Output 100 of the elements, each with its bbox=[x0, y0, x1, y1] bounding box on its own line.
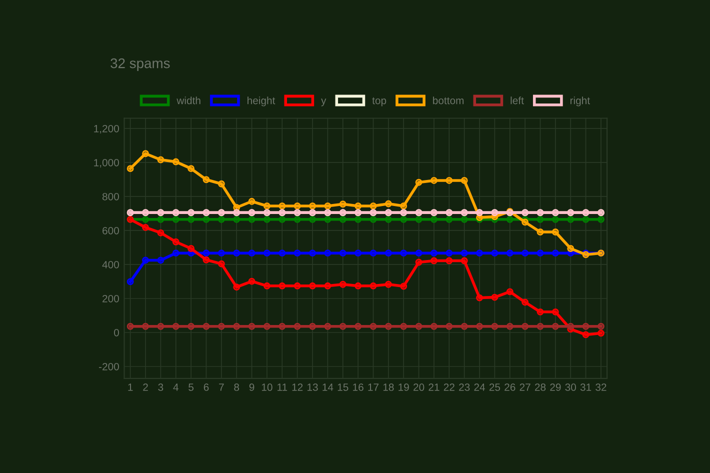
x-tick-label: 15 bbox=[338, 384, 348, 391]
point bbox=[157, 322, 164, 330]
point bbox=[188, 245, 195, 252]
point bbox=[384, 200, 392, 208]
point bbox=[339, 250, 346, 257]
point bbox=[142, 216, 149, 223]
point bbox=[324, 282, 332, 290]
point bbox=[324, 202, 332, 210]
point bbox=[598, 330, 604, 337]
point bbox=[446, 322, 453, 330]
point bbox=[476, 294, 483, 302]
point bbox=[354, 216, 362, 223]
point bbox=[430, 177, 438, 184]
point bbox=[202, 176, 210, 184]
point bbox=[233, 250, 240, 257]
x-tick-label: 30 bbox=[565, 384, 576, 391]
x-tick-label: 25 bbox=[489, 384, 500, 391]
point bbox=[446, 177, 453, 184]
x-tick-label: 21 bbox=[428, 384, 440, 391]
point bbox=[370, 282, 377, 290]
point bbox=[142, 256, 149, 264]
point bbox=[309, 322, 316, 330]
point bbox=[278, 202, 286, 210]
point bbox=[552, 308, 559, 316]
point bbox=[188, 165, 195, 172]
x-tick-label: 22 bbox=[444, 384, 454, 391]
point bbox=[324, 250, 332, 257]
point bbox=[294, 202, 301, 210]
point bbox=[172, 250, 180, 257]
point bbox=[370, 202, 377, 210]
point bbox=[157, 256, 164, 264]
point bbox=[278, 282, 286, 290]
point bbox=[446, 257, 453, 264]
point bbox=[598, 322, 604, 330]
point bbox=[476, 322, 483, 330]
point bbox=[294, 250, 301, 257]
point bbox=[309, 216, 316, 223]
x-tick-label: 28 bbox=[534, 384, 546, 391]
point bbox=[522, 322, 529, 330]
point bbox=[384, 322, 392, 330]
point bbox=[430, 257, 438, 264]
x-tick-label: 29 bbox=[550, 384, 561, 391]
point bbox=[248, 216, 256, 223]
point bbox=[218, 216, 225, 223]
point bbox=[126, 322, 134, 330]
point bbox=[415, 250, 422, 257]
x-tick-label: 20 bbox=[414, 384, 424, 391]
point bbox=[582, 216, 590, 223]
point bbox=[552, 250, 559, 257]
legend-label: left bbox=[510, 96, 524, 104]
point bbox=[354, 282, 362, 290]
y-tick-label: 0 bbox=[114, 328, 119, 336]
point bbox=[582, 322, 590, 330]
point bbox=[172, 216, 180, 223]
point bbox=[142, 150, 149, 158]
x-tick-label: 23 bbox=[459, 384, 470, 391]
point bbox=[460, 250, 468, 257]
point bbox=[567, 322, 574, 330]
point bbox=[294, 282, 301, 290]
x-tick-label: 11 bbox=[278, 384, 288, 391]
point bbox=[278, 250, 286, 257]
point bbox=[248, 278, 256, 285]
y-tick-label: 200 bbox=[102, 294, 119, 302]
x-tick-label: 32 bbox=[596, 384, 606, 391]
legend-label: width bbox=[176, 96, 200, 104]
x-tick-label: 26 bbox=[504, 384, 516, 391]
point bbox=[248, 198, 256, 205]
point bbox=[460, 177, 468, 184]
legend-label: bottom bbox=[433, 96, 464, 104]
point bbox=[218, 180, 225, 188]
x-tick-label: 10 bbox=[262, 384, 272, 391]
x-tick-label: 9 bbox=[249, 384, 254, 391]
point bbox=[339, 216, 346, 223]
x-tick-label: 13 bbox=[308, 384, 318, 391]
legend-label: top bbox=[372, 97, 386, 106]
y-tick-label: -200 bbox=[99, 363, 119, 370]
point bbox=[536, 216, 544, 223]
x-tick-label: 17 bbox=[368, 384, 379, 391]
point bbox=[309, 202, 316, 210]
point bbox=[400, 202, 408, 210]
point bbox=[233, 284, 240, 291]
point bbox=[339, 280, 346, 288]
point bbox=[536, 250, 544, 257]
point bbox=[567, 245, 574, 252]
point bbox=[278, 322, 286, 330]
point bbox=[446, 216, 453, 223]
point bbox=[278, 216, 286, 223]
point bbox=[233, 322, 240, 330]
point bbox=[460, 216, 468, 223]
point bbox=[384, 250, 392, 257]
point bbox=[415, 258, 422, 266]
x-tick-label: 27 bbox=[520, 384, 530, 391]
point bbox=[415, 216, 422, 223]
point bbox=[248, 322, 256, 330]
point bbox=[309, 282, 316, 290]
point bbox=[582, 331, 590, 338]
point bbox=[430, 322, 438, 330]
point bbox=[263, 322, 270, 330]
point bbox=[400, 282, 408, 290]
x-tick-label: 31 bbox=[580, 384, 592, 391]
